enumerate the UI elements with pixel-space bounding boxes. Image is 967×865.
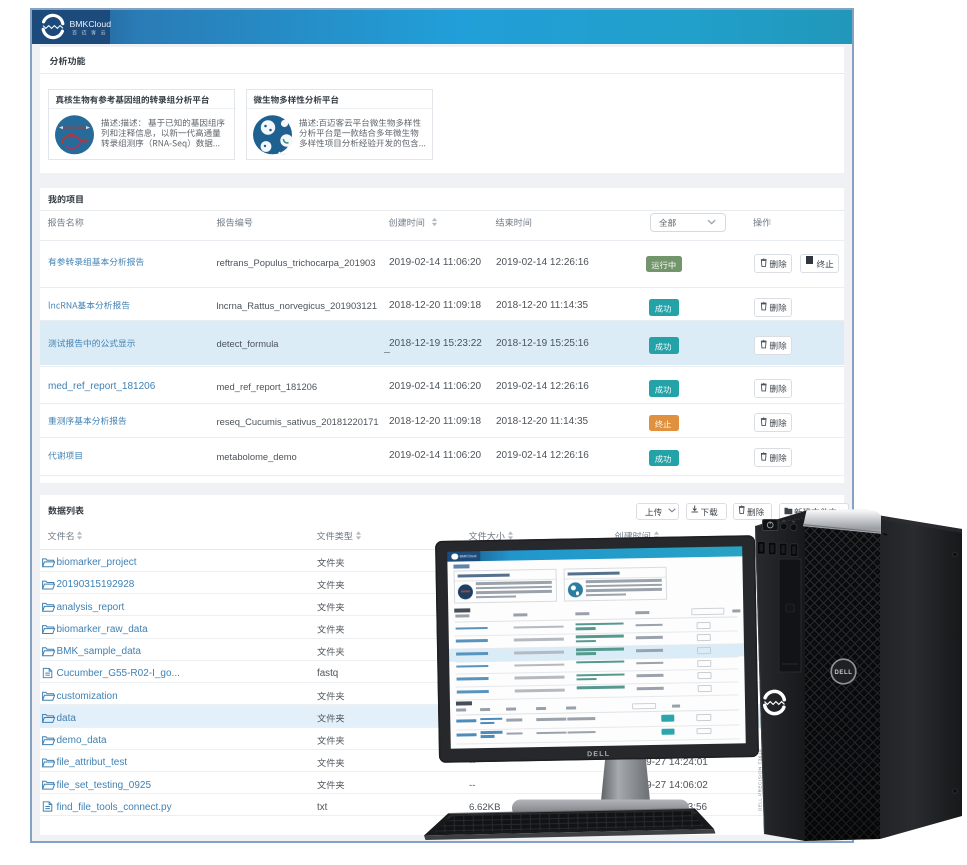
svg-text:DELL: DELL xyxy=(834,670,852,676)
svg-text:DELL PRECISION T3610: DELL PRECISION T3610 xyxy=(758,749,763,811)
